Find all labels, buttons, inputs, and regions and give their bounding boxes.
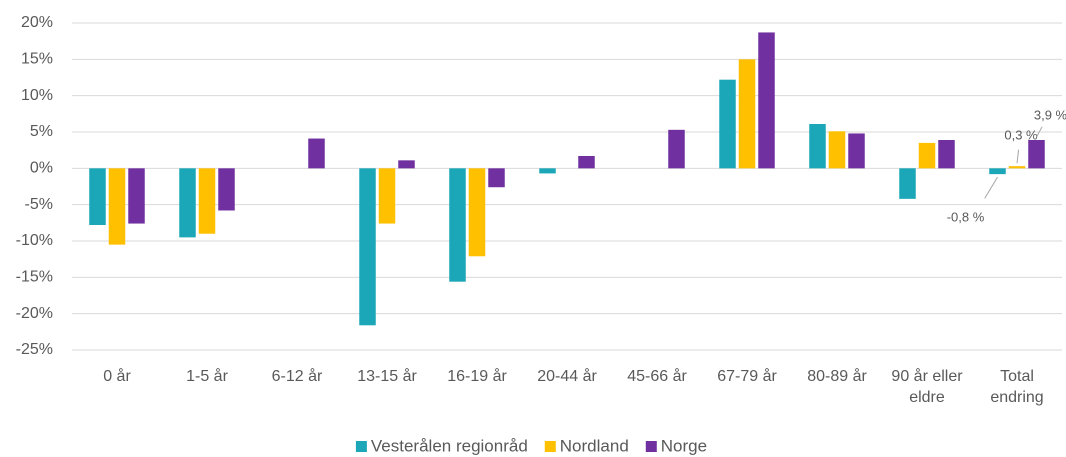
- data-label: 3,9 %: [1034, 107, 1066, 122]
- legend-swatch: [645, 441, 657, 452]
- x-tick-label: 80-89 år: [807, 368, 867, 385]
- bar: [539, 168, 556, 174]
- y-tick-label: -20%: [16, 305, 53, 322]
- data-label: -0,8 %: [947, 210, 985, 225]
- x-tick-label: 1-5 år: [186, 368, 228, 385]
- bar: [198, 168, 216, 234]
- bar: [738, 59, 756, 169]
- legend-label: Norge: [661, 436, 707, 455]
- y-tick-label: 20%: [21, 14, 53, 31]
- x-tick-label: 20-44 år: [537, 368, 597, 385]
- x-tick-label: 0 år: [103, 368, 131, 385]
- bar: [449, 168, 466, 282]
- bar: [578, 155, 595, 169]
- y-tick-label: 5%: [30, 123, 53, 140]
- label-leader: [984, 176, 998, 199]
- bar: [899, 168, 916, 199]
- bar: [468, 168, 486, 257]
- bar: [89, 168, 106, 226]
- x-tick-label: Total endring: [990, 368, 1044, 406]
- legend-label: Vesterålen regionråd: [371, 436, 528, 455]
- bar: [179, 168, 196, 238]
- y-tick-label: 15%: [21, 51, 53, 68]
- bar: [809, 124, 826, 169]
- legend-swatch: [355, 441, 367, 452]
- x-tick-label: 90 år eller eldre: [891, 368, 963, 406]
- bar: [828, 131, 846, 169]
- y-tick-label: -10%: [16, 232, 53, 249]
- bar: [719, 79, 736, 169]
- legend-label: Nordland: [560, 436, 629, 455]
- x-tick-label: 6-12 år: [271, 368, 323, 385]
- y-tick-label: 10%: [21, 87, 53, 104]
- bar: [128, 168, 145, 224]
- bar: [308, 138, 325, 169]
- bar: [488, 168, 505, 188]
- x-tick-label: 45-66 år: [627, 368, 687, 385]
- bar: [668, 129, 685, 169]
- bar: [758, 32, 775, 169]
- bar: [938, 139, 955, 169]
- label-leader: [1036, 126, 1043, 138]
- bar: [1008, 166, 1026, 169]
- x-tick-label: 67-79 år: [717, 368, 777, 385]
- data-label: 0,3 %: [1004, 128, 1038, 143]
- x-tick-label: 16-19 år: [447, 368, 507, 385]
- bar: [989, 168, 1006, 175]
- bar: [398, 160, 415, 169]
- bar: [918, 142, 936, 169]
- y-tick-label: -25%: [16, 341, 53, 358]
- bar: [378, 168, 396, 224]
- y-tick-label: -5%: [25, 196, 53, 213]
- bar: [108, 168, 126, 245]
- label-leader: [1016, 149, 1020, 164]
- legend-swatch: [544, 441, 556, 452]
- bar: [848, 133, 865, 169]
- y-tick-label: 0%: [30, 160, 53, 177]
- y-tick-label: -15%: [16, 269, 53, 286]
- bar: [1028, 139, 1045, 169]
- bar: [359, 168, 376, 326]
- x-tick-label: 13-15 år: [357, 368, 417, 385]
- bar: [218, 168, 235, 211]
